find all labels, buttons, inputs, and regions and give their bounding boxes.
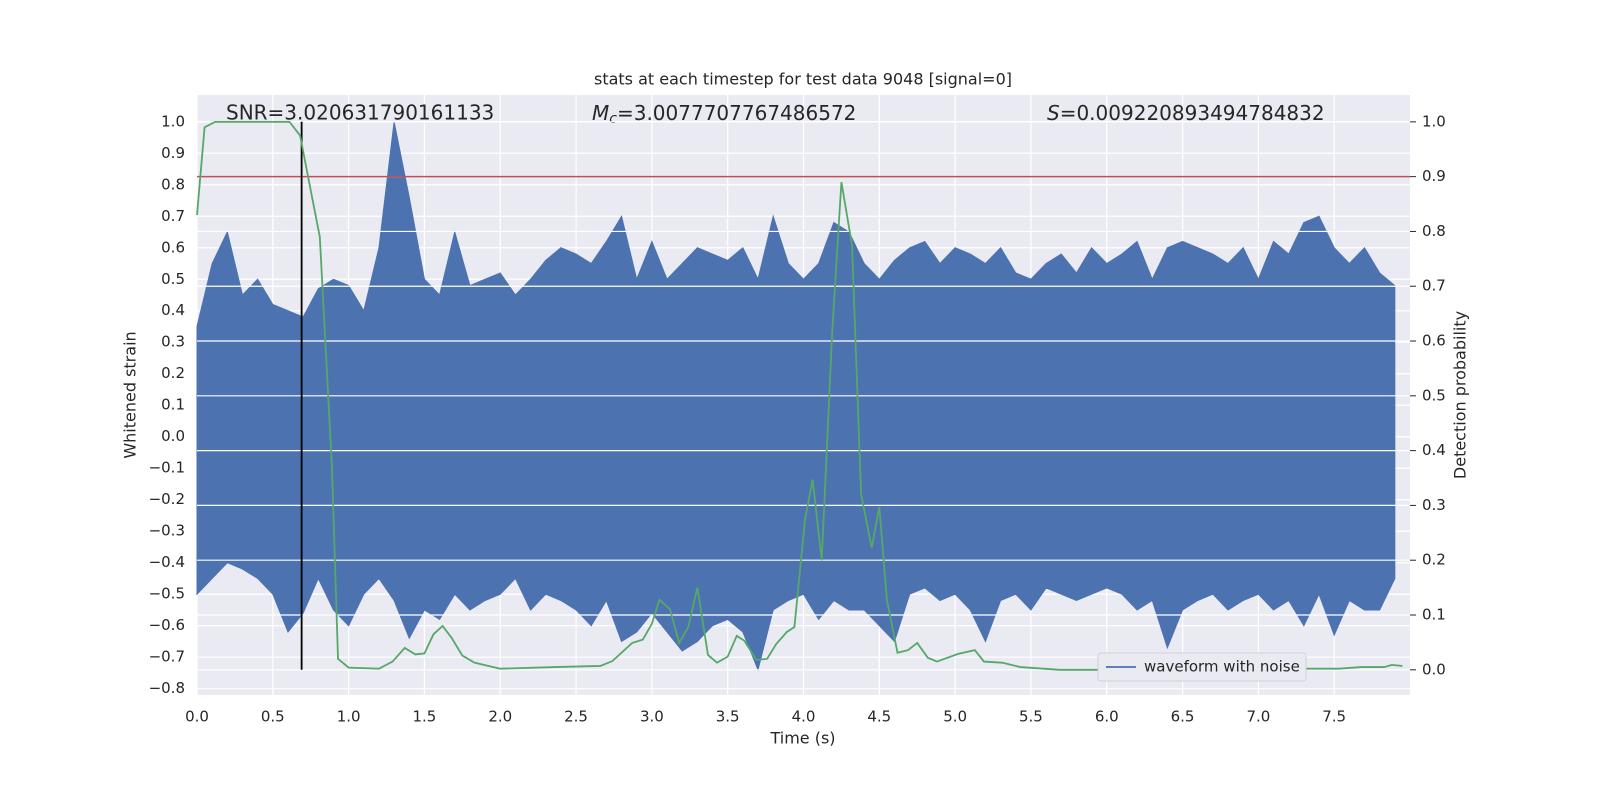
y-tick-label: −0.3	[149, 522, 185, 540]
y2-tick-label: 0.0	[1422, 660, 1446, 678]
y-tick-label: −0.8	[149, 679, 185, 697]
y-tick-label: 0.2	[161, 364, 185, 382]
y-tick-label: 0.6	[161, 238, 185, 256]
x-tick-label: 0.5	[261, 708, 285, 726]
legend-box	[1097, 652, 1307, 682]
x-tick-label: 5.5	[1019, 708, 1043, 726]
x-tick-label: 6.5	[1171, 708, 1195, 726]
y-tick-label: −0.5	[149, 585, 185, 603]
y2-tick-label: 0.9	[1422, 167, 1446, 185]
x-tick-label: 5.0	[943, 708, 967, 726]
x-tick-label: 7.0	[1246, 708, 1270, 726]
y-tick-label: 0.9	[161, 144, 185, 162]
y2-tick-label: 0.4	[1422, 441, 1446, 459]
y2-axis-label: Detection probability	[1451, 311, 1470, 479]
x-tick-label: 3.0	[640, 708, 664, 726]
y-tick-label: 0.0	[161, 427, 185, 445]
y2-tick-label: 0.1	[1422, 606, 1446, 624]
y-tick-label: −0.7	[149, 648, 185, 666]
annotation-text: =0.009220893494784832	[1060, 101, 1325, 125]
legend-label: waveform with noise	[1144, 658, 1300, 676]
probability-line	[196, 120, 1403, 671]
annotation-text: =3.0077707767486572	[617, 101, 856, 125]
x-tick-label: 3.5	[716, 708, 740, 726]
x-tick-label: 1.0	[337, 708, 361, 726]
y2-tick-label: 0.5	[1422, 386, 1446, 404]
y2-tick-label: 0.7	[1422, 277, 1446, 295]
x-tick-label: 2.5	[564, 708, 588, 726]
annotation-symbol: M	[592, 101, 609, 125]
y-tick-label: 0.1	[161, 396, 185, 414]
annotation: SNR=3.020631790161133	[226, 101, 494, 125]
y-tick-label: 0.3	[161, 333, 185, 351]
y-tick-label: 1.0	[161, 112, 185, 130]
y-tick-label: 0.5	[161, 270, 185, 288]
x-tick-label: 6.0	[1095, 708, 1119, 726]
x-tick-label: 1.5	[413, 708, 437, 726]
y2-tick-label: 0.6	[1422, 332, 1446, 350]
chart-title: stats at each timestep for test data 904…	[594, 70, 1012, 89]
y-tick-label: −0.2	[149, 490, 185, 508]
y2-tick-label: 1.0	[1422, 112, 1446, 130]
x-axis-label: Time (s)	[769, 729, 835, 748]
y2-tick-label: 0.3	[1422, 496, 1446, 514]
x-tick-label: 7.5	[1322, 708, 1346, 726]
annotation-subscript: c	[609, 111, 617, 127]
y2-tick-label: 0.2	[1422, 551, 1446, 569]
y-tick-label: 0.8	[161, 175, 185, 193]
y-tick-label: −0.4	[149, 553, 185, 571]
annotation: Mc=3.0077707767486572	[592, 101, 856, 128]
x-tick-label: 2.0	[488, 708, 512, 726]
y2-tick-label: 0.8	[1422, 222, 1446, 240]
x-tick-label: 4.0	[792, 708, 816, 726]
x-tick-label: 4.5	[867, 708, 891, 726]
y-axis-label: Whitened strain	[121, 331, 140, 458]
y-tick-label: −0.6	[149, 616, 185, 634]
y-tick-label: 0.7	[161, 207, 185, 225]
annotation-symbol: S	[1047, 101, 1060, 125]
x-tick-label: 0.0	[185, 708, 209, 726]
y-tick-label: 0.4	[161, 301, 185, 319]
series-layer	[196, 120, 1410, 672]
y-tick-label: −0.1	[149, 459, 185, 477]
annotation: S=0.009220893494784832	[1047, 101, 1325, 125]
